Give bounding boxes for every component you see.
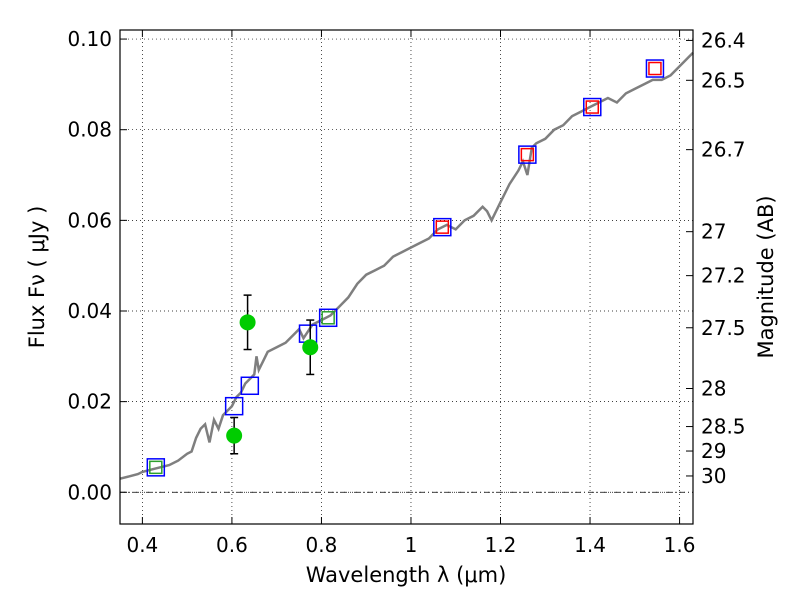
model-photometry-square [583, 97, 602, 117]
right-tick-label: 27 [701, 220, 726, 244]
observed-square [648, 61, 662, 76]
model-spectrum-line [119, 51, 694, 480]
model-photometry-square [518, 145, 537, 164]
right-tick-label: 28 [701, 376, 726, 400]
observed-circle [239, 314, 256, 331]
x-tick-label: 0.8 [306, 533, 338, 557]
right-tick-label: 27.2 [701, 264, 746, 288]
x-tick-label: 0.4 [126, 533, 158, 557]
right-tick-label: 27.5 [701, 316, 746, 340]
y-tick-label: 0.02 [67, 390, 112, 414]
observed-square [585, 100, 600, 114]
axis-ticks: 0.4 0.6 0.8 1 1.2 1.4 1.6 0.00 0.02 0.04 0.06 0.08 0… [67, 27, 745, 557]
observed-circle [226, 427, 243, 444]
right-axis-label: Magnitude (AB) [754, 195, 778, 358]
model-photometry-square [645, 59, 665, 78]
observed-small-square [149, 460, 163, 475]
observed-circle [302, 339, 319, 356]
model-photometry-square [433, 217, 452, 237]
x-tick-label: 1.4 [574, 533, 606, 557]
plot-background [120, 30, 693, 524]
right-tick-label: 26.5 [701, 68, 746, 92]
x-tick-label: 1 [405, 533, 418, 557]
model-photometry-square [146, 458, 166, 477]
right-tick-label: 30 [701, 464, 726, 488]
plot-frame [119, 29, 694, 525]
x-tick-label: 1.6 [664, 533, 696, 557]
x-tick-label: 0.6 [216, 533, 248, 557]
y-tick-label: 0.08 [67, 118, 112, 142]
data-marks [146, 59, 665, 477]
y-tick-label: 0.00 [67, 480, 112, 504]
observed-square [435, 220, 450, 234]
y-tick-label: 0.10 [67, 27, 112, 51]
x-tick-label: 1.2 [485, 533, 517, 557]
right-tick-label: 26.7 [701, 138, 746, 162]
model-photometry-square [318, 308, 338, 328]
y-tick-label: 0.06 [67, 208, 112, 232]
y-axis-label: Flux Fν ( μJy ) [25, 206, 49, 349]
x-axis-label: Wavelength λ (μm) [306, 563, 507, 587]
model-photometry-square [240, 376, 260, 396]
observed-small-square [321, 311, 335, 325]
y-tick-label: 0.04 [67, 299, 112, 323]
right-tick-label: 28.5 [701, 415, 746, 439]
right-tick-label: 26.4 [701, 28, 746, 52]
observed-square [520, 147, 535, 162]
right-tick-label: 29 [701, 439, 726, 463]
model-photometry-square [224, 396, 244, 416]
